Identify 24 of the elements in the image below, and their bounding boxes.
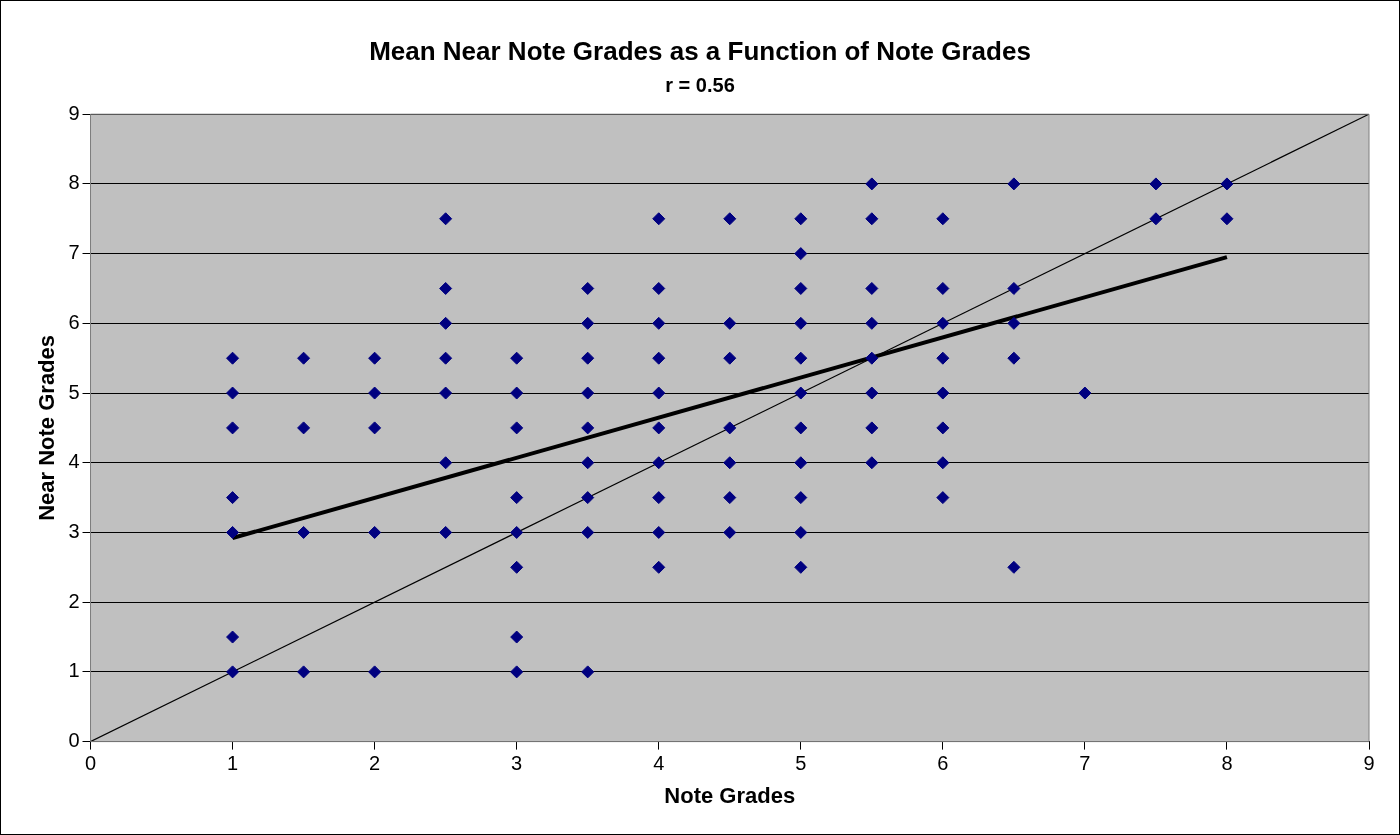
x-tick-label: 9 (1363, 752, 1375, 775)
x-tick-label: 5 (795, 752, 807, 775)
y-tick-label: 3 (68, 519, 80, 542)
x-tick-label: 4 (653, 752, 665, 775)
y-tick-label: 2 (68, 589, 80, 612)
chart-title: Mean Near Note Grades as a Function of Note Grades (369, 35, 1031, 66)
y-tick-label: 8 (68, 171, 80, 194)
y-tick-label: 9 (68, 101, 80, 124)
x-tick-label: 6 (937, 752, 949, 775)
x-axis-title: Note Grades (664, 782, 796, 808)
y-tick-label: 1 (68, 659, 80, 682)
x-tick-label: 8 (1221, 752, 1233, 775)
x-tick-label: 3 (511, 752, 523, 775)
y-tick-label: 7 (68, 241, 80, 264)
x-tick-label: 7 (1079, 752, 1091, 775)
y-tick-label: 5 (68, 380, 80, 403)
y-tick-label: 0 (68, 729, 80, 752)
y-tick-label: 4 (68, 450, 80, 473)
x-tick-label: 2 (369, 752, 381, 775)
y-tick-label: 6 (68, 310, 80, 333)
y-axis-title: Near Note Grades (34, 334, 60, 521)
x-tick-label: 1 (227, 752, 239, 775)
x-tick-label: 0 (84, 752, 97, 775)
chart-subtitle: r = 0.56 (665, 73, 735, 96)
